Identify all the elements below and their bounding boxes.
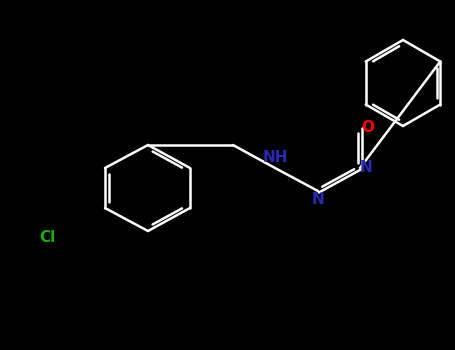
- Text: NH: NH: [262, 150, 288, 166]
- Text: O: O: [362, 120, 374, 135]
- Text: N: N: [359, 161, 372, 175]
- Text: Cl: Cl: [39, 231, 55, 245]
- Text: N: N: [312, 191, 324, 206]
